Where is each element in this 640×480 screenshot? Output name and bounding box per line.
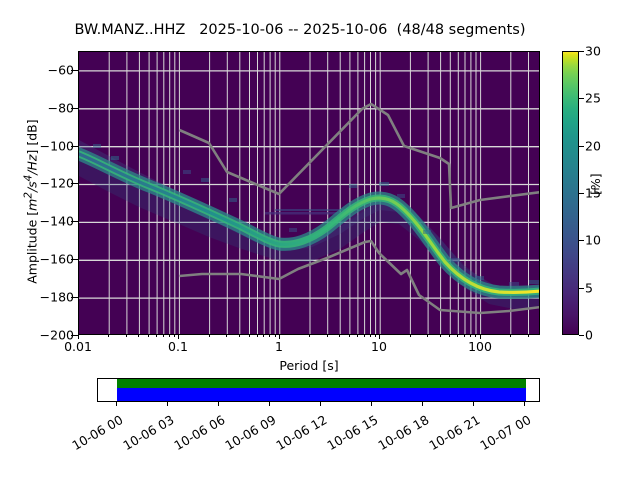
colorbar-tickmark [579, 51, 584, 52]
x-tick-label: 0.1 [168, 339, 188, 354]
x-tickmark-minor [209, 335, 210, 337]
x-tickmark-minor [470, 335, 471, 337]
timeline-tickmark [473, 402, 474, 406]
x-tickmark-minor [357, 335, 358, 337]
x-tickmark-minor [364, 335, 365, 337]
colorbar-tickmark [579, 335, 584, 336]
x-tickmark [78, 335, 79, 339]
x-tickmark-minor [275, 335, 276, 337]
new-high-noise-model-line [178, 102, 539, 210]
y-tick-label: −200 [39, 327, 74, 343]
x-tick-label: 0.01 [64, 339, 92, 354]
x-tickmark [480, 335, 481, 339]
x-tickmark-minor [309, 335, 310, 337]
x-tickmark-minor [226, 335, 227, 337]
x-tickmark-minor [375, 335, 376, 337]
colorbar-tickmark [579, 98, 584, 100]
x-tickmark-minor [257, 335, 258, 337]
x-tickmark-minor [138, 335, 139, 337]
y-tickmark [71, 335, 78, 336]
y-tick-label: −180 [39, 289, 74, 305]
x-tickmark-minor [327, 335, 328, 337]
x-tickmark-minor [269, 335, 270, 337]
y-tick-label: −100 [39, 138, 74, 154]
colorbar-tickmark [579, 287, 584, 289]
colorbar-tick-label: 25 [585, 90, 601, 106]
x-tickmark-minor [464, 335, 465, 337]
ppsd-canvas [79, 52, 539, 334]
colorbar-tick-label: 15 [585, 185, 601, 201]
x-tick-label: 1 [275, 339, 283, 354]
x-tickmark-minor [440, 335, 441, 337]
x-tickmark-minor [349, 335, 350, 337]
x-tickmark-minor [510, 335, 511, 337]
x-tickmark-minor [249, 335, 250, 337]
y-tickmark [71, 70, 78, 71]
x-tickmark [178, 335, 179, 339]
y-tickmark [71, 259, 78, 260]
y-axis-label: Amplitude [m2/s4/Hz] [dB] [22, 119, 40, 284]
colorbar-tickmark [579, 240, 584, 242]
y-tick-label: −120 [39, 175, 74, 191]
coverage-bar-green [117, 379, 526, 388]
timeline-tickmark [371, 402, 372, 406]
ppsd-pixel-speckles [93, 144, 539, 286]
x-tickmark-minor [126, 335, 127, 337]
colorbar-tick-label: 30 [585, 43, 601, 59]
x-tickmark-minor [449, 335, 450, 337]
x-tickmark-minor [457, 335, 458, 337]
x-tickmark [279, 335, 280, 339]
timeline-tickmark [116, 402, 117, 406]
x-tickmark-minor [163, 335, 164, 337]
y-tick-label: −80 [47, 100, 74, 116]
x-tickmark-minor [370, 335, 371, 337]
x-tickmark-minor [339, 335, 340, 337]
x-tickmark-minor [475, 335, 476, 337]
y-tick-label: −140 [39, 213, 74, 229]
new-low-noise-model-line [179, 239, 539, 315]
timeline-tickmark [167, 402, 168, 406]
ppsd-mode-ridge [79, 147, 539, 299]
y-tickmark [71, 108, 78, 109]
colorbar[interactable] [562, 51, 579, 335]
x-tickmark-minor [169, 335, 170, 337]
colorbar-tick-label: 10 [585, 232, 601, 248]
page-title: BW.MANZ..HHZ 2025-10-06 -- 2025-10-06 (4… [74, 22, 526, 38]
timeline-tickmark [269, 402, 270, 406]
x-tickmark-minor [156, 335, 157, 337]
coverage-bar-blue [117, 388, 526, 401]
y-tick-label: −60 [47, 62, 74, 78]
timeline-tickmark [320, 402, 321, 406]
y-tickmark [71, 183, 78, 184]
y-tickmark [71, 221, 78, 222]
x-tickmark-minor [174, 335, 175, 337]
x-tick-label: 100 [468, 339, 492, 354]
x-tickmark-minor [239, 335, 240, 337]
y-tickmark [71, 146, 78, 147]
y-tickmark [71, 297, 78, 298]
colorbar-tickmark [579, 193, 584, 194]
colorbar-tick-label: 0 [585, 327, 593, 343]
timeline-tickmark [524, 402, 525, 406]
timeline-tickmark [218, 402, 219, 406]
colorbar-tick-label: 20 [585, 138, 601, 154]
x-tickmark [379, 335, 380, 339]
x-tickmark-minor [263, 335, 264, 337]
colorbar-label: [%] [588, 173, 603, 195]
data-coverage-axes[interactable] [97, 378, 540, 402]
x-axis-label: Period [s] [279, 358, 339, 373]
x-tickmark-minor [528, 335, 529, 337]
x-tickmark-minor [410, 335, 411, 337]
x-tickmark-minor [427, 335, 428, 337]
timeline-tickmark [422, 402, 423, 406]
x-tickmark-minor [108, 335, 109, 337]
colorbar-tick-label: 5 [585, 280, 593, 296]
ppsd-secondary-streak [265, 209, 345, 215]
x-tick-label: 10 [371, 339, 387, 354]
y-tick-label: −160 [39, 251, 74, 267]
x-tickmark-minor [148, 335, 149, 337]
colorbar-tickmark [579, 145, 584, 147]
ppsd-plot-area[interactable] [78, 51, 540, 335]
